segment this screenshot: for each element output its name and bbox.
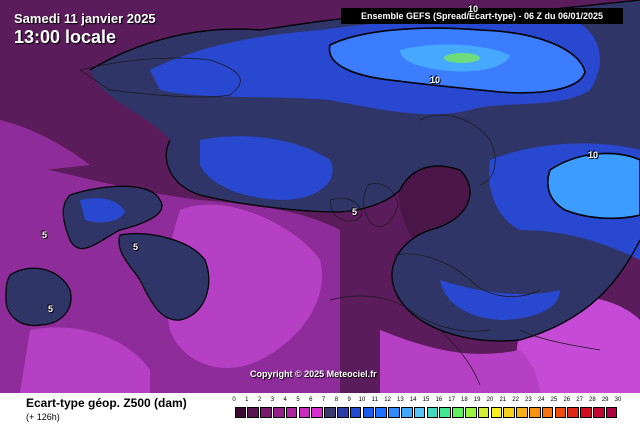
spread-core-10 <box>547 152 640 220</box>
scale-tick-label: 0 <box>232 397 236 403</box>
scale-swatch <box>477 407 490 418</box>
spread-zone-blue <box>200 136 333 200</box>
scale-swatch <box>375 407 388 418</box>
scale-swatch <box>426 407 439 418</box>
scale-swatch <box>234 407 247 418</box>
contour-5 <box>165 139 640 342</box>
scale-tick-label: 14 <box>409 397 417 403</box>
scale-swatch <box>324 407 336 418</box>
scale-swatch <box>349 407 362 418</box>
scale-tick-label: 30 <box>614 397 622 403</box>
scale-tick-label: 19 <box>473 397 481 403</box>
spread-zone-bright <box>380 330 540 393</box>
scale-swatch <box>285 407 298 418</box>
spread-map <box>0 0 640 393</box>
spread-zone-blue <box>80 198 125 223</box>
scale-swatch <box>439 407 452 418</box>
scale-tick-label: 12 <box>384 397 391 403</box>
scale-swatch <box>528 407 541 418</box>
scale-tick-label: 18 <box>461 397 468 403</box>
spread-zone-blue <box>440 280 560 320</box>
scale-swatch <box>298 407 311 418</box>
scale-swatch <box>464 407 477 418</box>
scale-swatch <box>400 407 413 418</box>
scale-swatch <box>592 407 605 418</box>
forecast-date: Samedi 11 janvier 2025 <box>14 11 156 26</box>
color-scale: 0 1 2 3 4 5 6 7 8 9 10 11 12 13 14 15 16 17 18 19 20 21 22 23 24… <box>232 397 621 423</box>
scale-tick-label: 3 <box>270 397 275 403</box>
scale-tick-label: 7 <box>321 397 326 403</box>
scale-tick-label: 1 <box>245 397 249 403</box>
scale-swatch <box>311 407 324 418</box>
scale-swatch <box>452 407 464 418</box>
scale-swatch <box>516 407 528 418</box>
copyright-notice: Copyright © 2025 Meteociel.fr <box>250 369 377 379</box>
scale-tick-label: 6 <box>309 397 313 403</box>
scale-tick-label: 24 <box>537 397 545 403</box>
scale-swatch <box>362 407 375 418</box>
spread-zone-bright <box>165 204 322 369</box>
scale-tick-label: 28 <box>589 397 596 403</box>
scale-tick-label: 27 <box>576 397 583 403</box>
scale-tick-label: 4 <box>283 397 287 403</box>
scale-tick-label: 2 <box>257 397 262 403</box>
scale-tick-label: 8 <box>334 397 339 403</box>
spread-core-peak <box>444 53 480 63</box>
contour-label-10: 10 <box>430 75 441 85</box>
lead-time: (+ 126h) <box>26 412 60 422</box>
scale-swatch <box>580 407 592 418</box>
scale-tick-label: 17 <box>448 397 455 403</box>
contour-label-10: 10 <box>588 150 599 160</box>
scale-tick-label: 16 <box>435 397 443 403</box>
spread-zone-magenta <box>0 120 90 175</box>
field-title: Ecart-type géop. Z500 (dam) <box>26 396 187 410</box>
scale-swatch <box>605 407 618 418</box>
forecast-local-time: 13:00 locale <box>14 27 117 47</box>
scale-tick-label: 25 <box>550 397 558 403</box>
scale-swatch <box>336 407 349 418</box>
scale-swatch <box>247 407 260 418</box>
contour-label-5: 5 <box>48 304 54 314</box>
contour-label-5: 5 <box>133 242 139 252</box>
scale-tick-label: 15 <box>422 397 430 403</box>
scale-tick-label: 21 <box>499 397 507 403</box>
scale-tick-label: 5 <box>296 397 300 403</box>
scale-tick-label: 26 <box>563 397 571 403</box>
scale-tick-label: 13 <box>397 397 404 403</box>
contour-label-10: 10 <box>468 4 479 14</box>
model-run-banner: Ensemble GEFS (Spread/Ecart-type) - 06 Z… <box>341 8 623 24</box>
spread-cell-5 <box>118 233 210 321</box>
scale-tick-label: 11 <box>371 397 378 403</box>
scale-swatch <box>554 407 567 418</box>
contour-label-5: 5 <box>42 230 48 240</box>
scale-tick-label: 22 <box>512 397 519 403</box>
scale-swatch <box>567 407 580 418</box>
scale-tick-label: 10 <box>358 397 366 403</box>
scale-swatch <box>272 407 285 418</box>
scale-swatch <box>490 407 503 418</box>
scale-swatch <box>413 407 426 418</box>
scale-swatch <box>260 407 272 418</box>
scale-tick-label: 9 <box>347 397 351 403</box>
contour-label-5: 5 <box>352 207 358 217</box>
scale-tick-label: 29 <box>601 397 609 403</box>
scale-swatch <box>503 407 516 418</box>
scale-tick-label: 23 <box>525 397 532 403</box>
coastlines <box>79 57 601 386</box>
scale-tick-label: 20 <box>486 397 494 403</box>
spread-zone-bright <box>20 327 150 393</box>
scale-swatch <box>388 407 400 418</box>
scale-swatch <box>541 407 554 418</box>
spread-cell-5 <box>5 267 72 326</box>
